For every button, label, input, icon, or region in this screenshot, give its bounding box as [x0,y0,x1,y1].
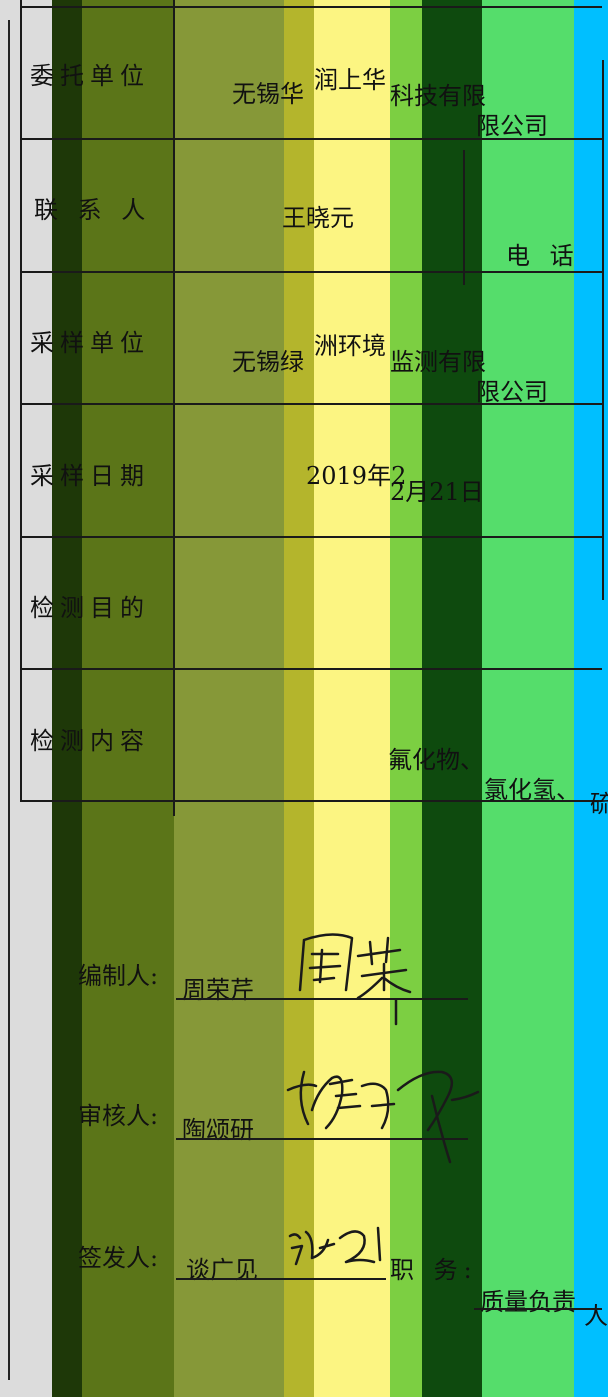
band-forest [422,0,482,1397]
content-value-part: 硫 [590,790,608,818]
issuer-label: 签发人: [78,1244,159,1272]
compiler-underline [176,998,468,1000]
content-value-part: 氟化物、 [388,746,484,774]
compiler-signature [298,933,412,1026]
band-mustard [284,0,314,1397]
compiler-label: 编制人: [78,962,159,990]
date-value-part: 2019年2 [306,462,407,490]
phone-label: 电 话 [506,242,580,270]
reviewer-underline [176,1138,468,1140]
band-green [482,0,574,1397]
row-line [20,403,602,405]
table-right-border [602,60,604,600]
band-khaki [174,0,284,1397]
band-lime [390,0,422,1397]
sampler-label: 采样单位 [30,329,150,357]
row-line [20,668,602,670]
row-line [20,800,602,802]
purpose-label: 检测目的 [30,594,150,622]
duty-underline [474,1308,602,1310]
row-line [20,6,602,8]
duty-label: 职 务: [390,1256,478,1284]
issuer-signature [288,1226,382,1266]
date-value-part: 2月21日 [390,478,484,506]
client-value-part: 限公司 [476,112,548,140]
row-line [20,271,602,273]
date-label: 采样日期 [30,462,150,490]
page-edge-line [8,20,10,1380]
table-left-border [20,0,22,800]
sampler-value-part: 监测有限 [390,348,486,376]
content-label: 检测内容 [30,727,150,755]
duty-tail: 人 [584,1302,608,1330]
sampler-value-part: 洲环境 [314,332,386,360]
client-value-part: 无锡华 [232,80,304,108]
client-value-part: 科技有限 [390,82,486,110]
reviewer-label: 审核人: [78,1102,159,1130]
client-value-part: 润上华 [314,66,386,94]
sampler-value-part: 限公司 [476,378,548,406]
client-label: 委托单位 [30,62,150,90]
band-olive [82,0,174,1397]
duty-value: 质量负责 [480,1288,576,1316]
row-line [20,536,602,538]
contact-value: 王晓元 [282,204,354,232]
band-darkgreen [52,0,82,1397]
reviewer-signature [286,1070,480,1164]
band-yellow [314,0,390,1397]
table-col-divider [173,0,175,816]
table-col-divider-2 [463,150,465,285]
contact-label: 联 系 人 [34,196,152,224]
issuer-underline [176,1278,386,1280]
row-line [20,138,602,140]
sampler-value-part: 无锡绿 [232,348,304,376]
content-value-part: 氯化氢、 [484,776,580,804]
